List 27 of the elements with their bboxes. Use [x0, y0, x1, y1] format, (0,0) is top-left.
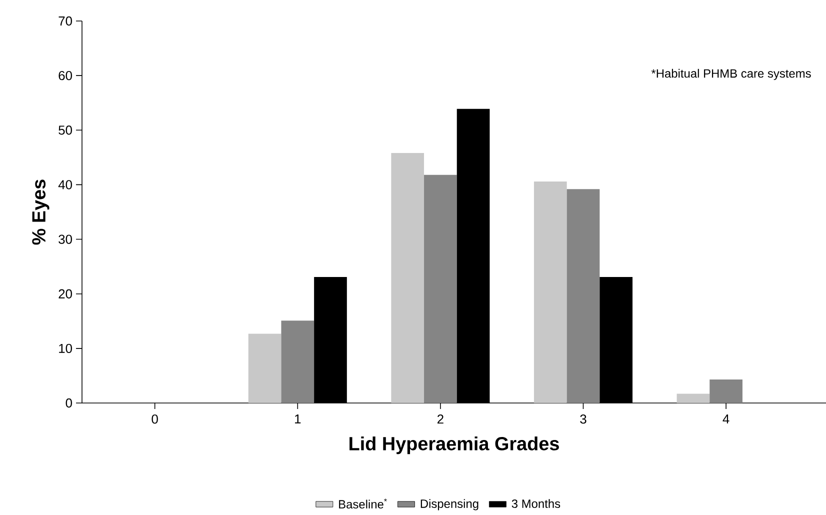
- bar: [281, 320, 314, 403]
- y-tick-label: 70: [58, 16, 72, 26]
- y-tick-label: 30: [58, 234, 72, 244]
- x-tick-label: 2: [437, 414, 444, 424]
- x-tick-label: 4: [722, 414, 730, 424]
- annotation: *Habitual PHMB care systems: [651, 68, 811, 80]
- y-tick-label: 20: [58, 289, 72, 298]
- y-tick-label: 10: [59, 344, 72, 354]
- y-tick-label: 60: [58, 70, 72, 80]
- x-axis-title: Lid Hyperaemia Grades: [350, 436, 559, 454]
- bar: [248, 334, 282, 403]
- y-axis-title: % Eyes: [32, 180, 50, 245]
- bar: [391, 153, 424, 403]
- y-tick-label: 40: [58, 180, 72, 190]
- x-tick-label: 3: [580, 414, 586, 424]
- x-tick-label: 0: [152, 414, 158, 424]
- x-tick-label: 1: [295, 414, 301, 424]
- legend-label: Baseline$^{*}$: [339, 498, 387, 509]
- legend-label: Dispensing: [420, 499, 478, 510]
- bar: [424, 174, 457, 403]
- y-tick-label: 0: [66, 398, 72, 408]
- bar: [534, 181, 567, 403]
- bar: [710, 380, 742, 403]
- legend-label: 3 Months: [512, 499, 560, 508]
- bar: [676, 394, 710, 403]
- y-tick-label: 50: [58, 126, 72, 135]
- bar: [566, 189, 600, 403]
